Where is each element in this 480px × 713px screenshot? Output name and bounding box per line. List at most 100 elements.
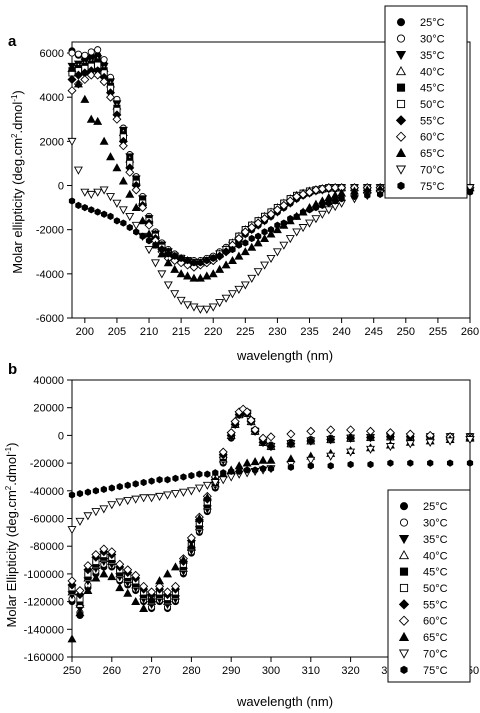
panel-b-data-point <box>326 435 336 445</box>
panel-b-data-point <box>385 443 395 452</box>
panel-a-data-point <box>293 212 300 221</box>
panel-a-data-point <box>242 239 249 247</box>
panel-b-legend-marker <box>399 583 409 593</box>
panel-a-data-point <box>158 245 166 254</box>
panel-a-data-point <box>68 197 76 205</box>
panel-b-data-point <box>139 603 149 612</box>
panel-b-data-point <box>365 432 376 442</box>
panel-a-data-point <box>190 259 198 267</box>
panel-b-data-point <box>367 460 374 469</box>
panel-b-data-point <box>107 501 117 510</box>
panel-a-data-point <box>163 281 173 290</box>
panel-a-x-tick-label: 250 <box>397 326 415 338</box>
panel-b-data-point <box>76 489 84 498</box>
panel-a-legend-marker <box>396 18 406 27</box>
panel-b-data-point <box>242 407 252 417</box>
panel-b-data-point <box>108 484 115 492</box>
panel-b-y-tick-label: 20000 <box>33 403 64 415</box>
panel-a-x-tick-label: 220 <box>204 326 222 338</box>
panel-a-y-tick-label: 2000 <box>40 136 64 148</box>
panel-b-data-point <box>425 438 435 447</box>
panel-a-data-point <box>145 237 153 245</box>
panel-a-plot-frame <box>71 41 471 319</box>
panel-a-data-point <box>165 250 172 258</box>
panel-a-data-point <box>126 223 133 232</box>
panel-a-data-point <box>292 192 302 202</box>
panel-b-legend-label: 55°C <box>423 599 448 611</box>
panel-a-data-point <box>189 303 199 312</box>
panel-b-data-point <box>84 488 92 496</box>
panel-a-data-point <box>240 247 250 256</box>
panel-a-xlabel: wavelength (nm) <box>236 348 333 363</box>
panel-b-data-point <box>155 576 165 585</box>
panel-a-data-point <box>125 189 135 198</box>
panel-a-y-tick-label: 4000 <box>40 92 64 104</box>
panel-a-data-point <box>67 63 77 72</box>
panel-b-data-point <box>164 476 171 484</box>
panel-b-legend-marker <box>399 567 409 576</box>
panel-b-data-point <box>91 508 101 517</box>
panel-b-data-point <box>286 429 296 439</box>
panel-b-data-point <box>242 458 252 467</box>
panel-a-x-tick-label: 235 <box>300 326 318 338</box>
panel-a-data-point <box>287 215 294 223</box>
panel-a-plot: 200 205 210 215 220 225 230 235 240 245 250 255 260 -… <box>36 41 479 338</box>
panel-b-data-point <box>83 561 93 571</box>
panel-b-data-point <box>115 583 125 592</box>
panel-a-data-point <box>253 218 263 228</box>
panel-a-x-tick-label: 230 <box>268 326 286 338</box>
panel-a-data-point <box>86 190 96 199</box>
panel-b-legend-marker <box>398 631 410 641</box>
panel-b-legend-label: 50°C <box>423 583 448 595</box>
panel-b-data-point <box>347 460 354 469</box>
panel-b-data-point <box>366 445 375 454</box>
panel-a-data-point <box>152 241 159 249</box>
panel-a-data-point <box>222 248 230 256</box>
panel-b-legend-label: 40°C <box>423 550 448 562</box>
panel-a-data-point <box>261 228 268 236</box>
panel-a-y-tick-label: -4000 <box>36 269 64 281</box>
panel-b-legend-label: 60°C <box>423 616 448 628</box>
panel-a-data-point <box>351 192 358 201</box>
panel-a-legend-marker <box>395 115 407 126</box>
panel-a-legend-label: 65°C <box>420 148 445 160</box>
panel-b-data-point <box>139 494 149 503</box>
panel-a-data-point <box>319 201 326 210</box>
panel-b-data-point <box>75 517 85 526</box>
panel-b-xlabel: wavelength (nm) <box>236 694 333 709</box>
panel-b-data-point <box>124 481 131 489</box>
panel-a-legend-marker <box>397 181 405 190</box>
panel-a-data-point <box>279 241 289 250</box>
panel-a-data-point <box>312 203 320 212</box>
panel-a-data-point <box>118 176 128 185</box>
panel-b-y-tick-label: -160000 <box>24 652 64 664</box>
panel-a-data-point <box>216 252 223 260</box>
panel-a-data-point <box>144 229 154 238</box>
panel-a-legend-label: 30°C <box>420 34 445 46</box>
panel-a-data-point <box>298 224 308 233</box>
panel-a-data-point <box>338 195 345 203</box>
panel-b-legend-marker <box>398 615 410 626</box>
panel-b-data-point <box>115 498 125 507</box>
panel-a-data-point <box>260 261 270 270</box>
panel-b-data-point <box>194 513 204 522</box>
panel-b-data-point <box>99 569 109 578</box>
panel-a-data-point <box>113 217 121 225</box>
panel-b-data-point <box>163 569 173 578</box>
panel-a-legend: 25°C 30°C 35°C 40°C 45°C 50°C 55°C 60°C 65°C 70°C… <box>384 5 468 199</box>
panel-a-data-point <box>99 77 109 87</box>
panel-b-legend-label: 45°C <box>423 567 448 579</box>
panel-b-data-point <box>385 428 395 438</box>
panel-a-legend-marker <box>395 66 407 76</box>
panel-a-data-point <box>240 281 250 290</box>
panel-b-data-point <box>236 467 243 476</box>
panel-b-data-point <box>132 480 139 488</box>
panel-a-data-point <box>266 229 276 238</box>
panel-a-legend-label: 55°C <box>420 115 445 127</box>
panel-a-legend-label: 35°C <box>420 50 445 62</box>
panel-b-data-point <box>218 447 228 457</box>
panel-b-data-point <box>155 492 165 501</box>
panel-a-legend-marker <box>395 51 407 61</box>
panel-b-data-point <box>170 562 180 571</box>
panel-b-data-point <box>306 426 316 436</box>
